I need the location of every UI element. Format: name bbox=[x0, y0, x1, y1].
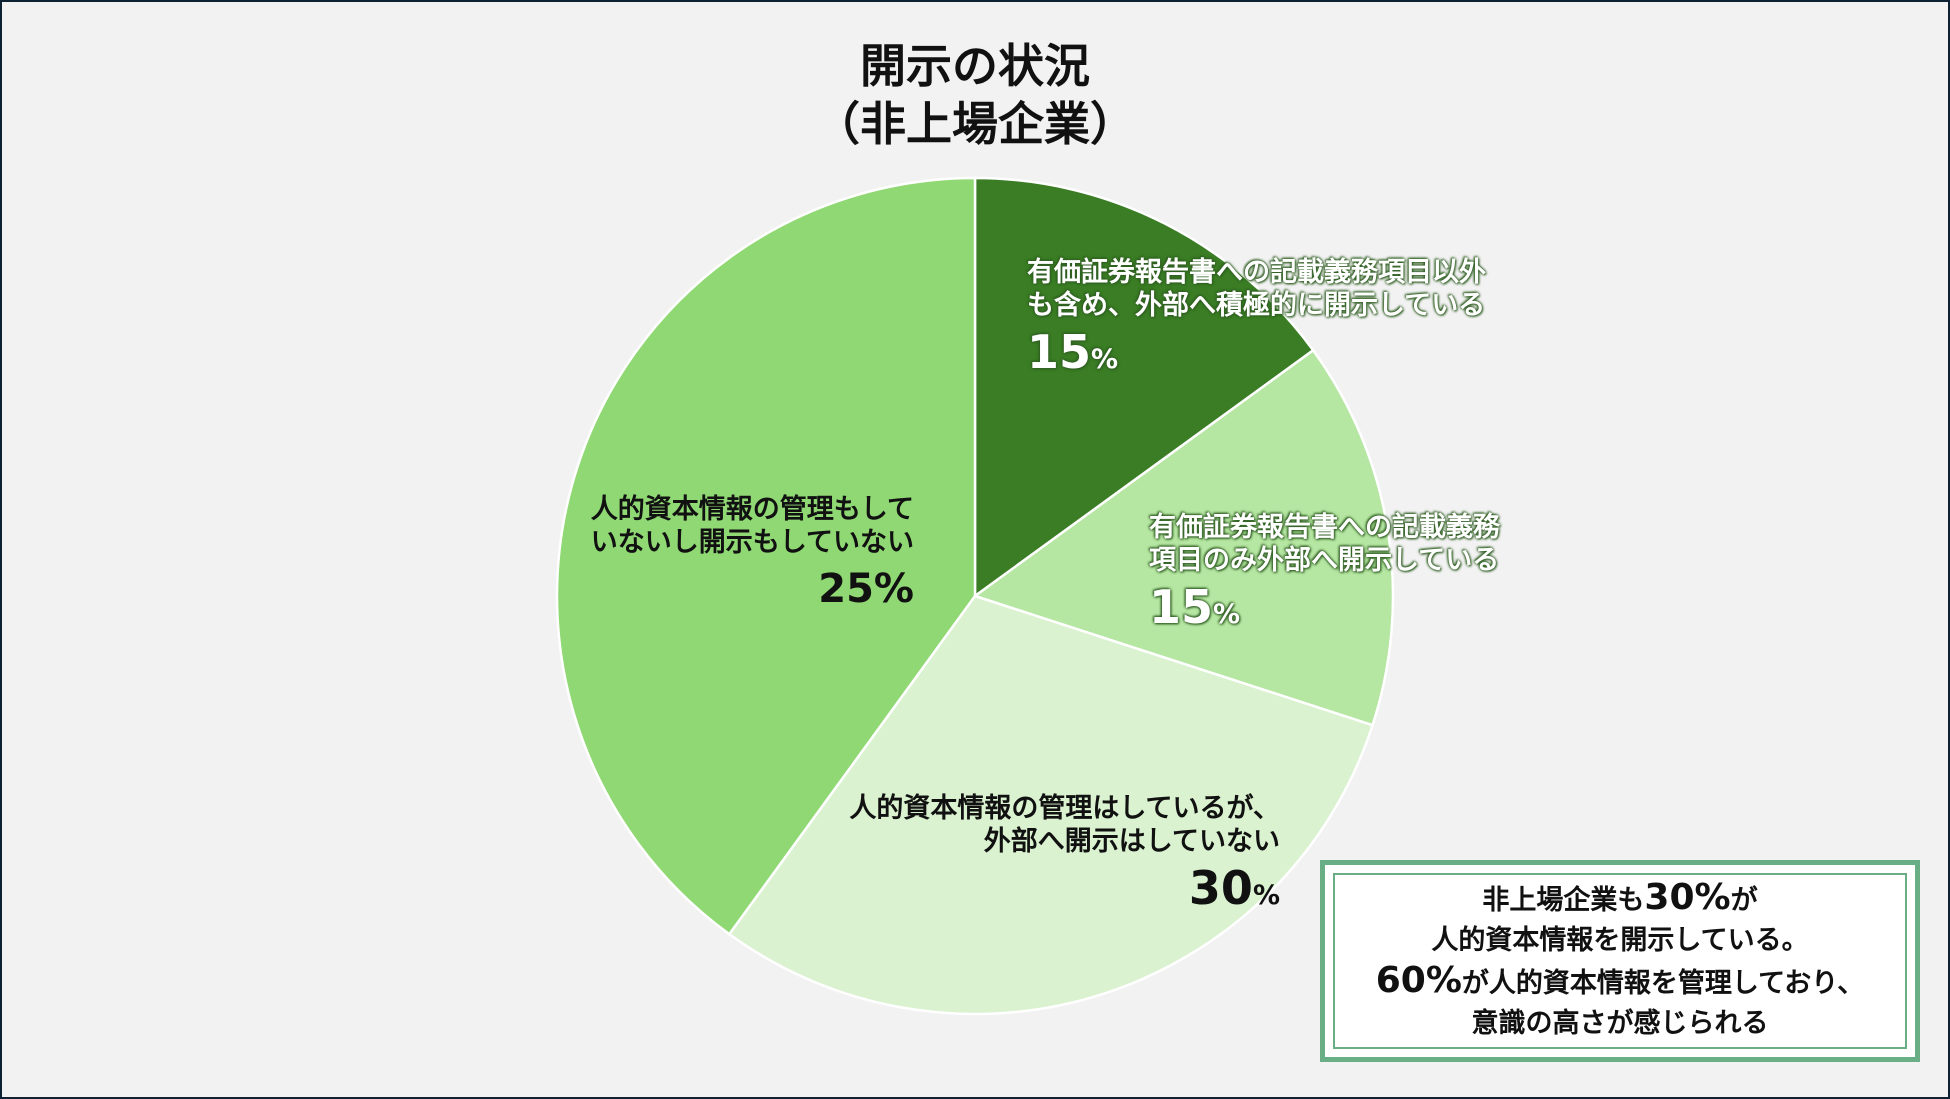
note-box-inner: 非上場企業も30%が 人的資本情報を開示している。 60%が人的資本情報を管理し… bbox=[1333, 873, 1907, 1049]
slice-percent-3: 25% bbox=[560, 559, 914, 624]
note-line-3-b: が人的資本情報を管理しており、 bbox=[1461, 968, 1865, 999]
note-line-2: 人的資本情報を開示している。 bbox=[1431, 925, 1809, 956]
note-line-3: 60%が人的資本情報を管理しており、 bbox=[1335, 961, 1905, 1004]
slice-label-1-line1: 有価証券報告書への記載義務 bbox=[1149, 512, 1500, 543]
pie-slice-3 bbox=[555, 176, 977, 936]
slice-percent-2-num: 30 bbox=[1188, 861, 1253, 915]
pie-slice-1 bbox=[972, 348, 1395, 727]
note-line-1-c: が bbox=[1730, 885, 1758, 916]
slice-label-3-line1: 人的資本情報の管理もして bbox=[590, 494, 914, 525]
note-line-1: 非上場企業も30%が bbox=[1335, 878, 1905, 921]
slice-percent-2-unit: % bbox=[1252, 880, 1280, 911]
chart-title-line1: 開示の状況 bbox=[860, 39, 1090, 93]
slice-percent-3-num: 25% bbox=[818, 566, 914, 612]
slice-label-0-line2: も含め、外部へ積極的に開示している bbox=[1027, 290, 1486, 321]
note-line-1-highlight: 30% bbox=[1644, 877, 1731, 918]
slice-percent-0-num: 15 bbox=[1027, 325, 1092, 379]
slice-percent-1: 15% bbox=[1149, 577, 1500, 645]
slice-percent-1-num: 15 bbox=[1149, 580, 1214, 634]
chart-title-line2: （非上場企業） bbox=[814, 97, 1136, 151]
note-line-1-a: 非上場企業も bbox=[1482, 885, 1645, 916]
slice-label-2-line2: 外部へ開示はしていない bbox=[983, 826, 1280, 857]
slice-percent-0-unit: % bbox=[1091, 344, 1119, 375]
slice-percent-2: 30% bbox=[840, 858, 1280, 926]
slice-label-1-line2: 項目のみ外部へ開示している bbox=[1149, 545, 1500, 576]
slice-label-2-line1: 人的資本情報の管理はしているが、 bbox=[849, 793, 1280, 824]
slice-percent-0: 15% bbox=[1027, 322, 1486, 390]
slice-label-1: 有価証券報告書への記載義務 項目のみ外部へ開示している 15% bbox=[1149, 511, 1500, 645]
slice-label-0: 有価証券報告書への記載義務項目以外 も含め、外部へ積極的に開示している 15% bbox=[1027, 256, 1486, 390]
slice-label-3: 人的資本情報の管理もして いないし開示もしていない 25% bbox=[560, 493, 914, 624]
slice-percent-1-unit: % bbox=[1213, 599, 1241, 630]
note-box: 非上場企業も30%が 人的資本情報を開示している。 60%が人的資本情報を管理し… bbox=[1320, 860, 1920, 1062]
pie-slice-0 bbox=[973, 176, 1315, 599]
pie-slice-2 bbox=[727, 594, 1375, 1016]
slice-label-0-line1: 有価証券報告書への記載義務項目以外 bbox=[1027, 257, 1486, 288]
note-line-4: 意識の高さが感じられる bbox=[1471, 1008, 1769, 1039]
slice-label-2: 人的資本情報の管理はしているが、 外部へ開示はしていない 30% bbox=[840, 792, 1280, 926]
note-line-3-highlight: 60% bbox=[1375, 960, 1462, 1001]
slice-label-3-line2: いないし開示もしていない bbox=[590, 527, 914, 558]
